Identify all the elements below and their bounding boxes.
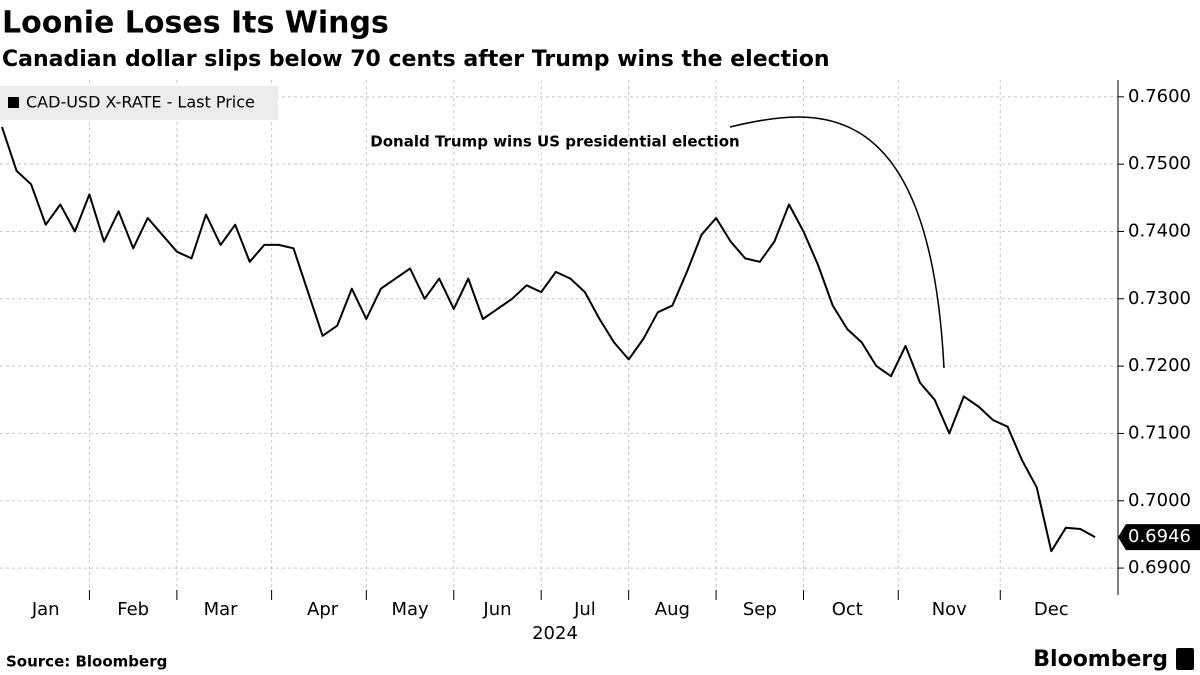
x-tick-label: May bbox=[391, 599, 429, 620]
x-tick-label: Oct bbox=[832, 599, 863, 620]
x-tick-label: Nov bbox=[932, 599, 967, 620]
legend-label: CAD-USD X-RATE - Last Price bbox=[26, 93, 255, 112]
x-tick-label: Dec bbox=[1034, 599, 1069, 620]
x-axis-label: 2024 bbox=[532, 623, 578, 644]
annotation-arrow bbox=[729, 116, 945, 369]
legend-swatch bbox=[8, 97, 19, 108]
x-tick-label: Feb bbox=[117, 599, 149, 620]
source: Source: Bloomberg bbox=[6, 653, 167, 671]
y-tick-label: 0.7400 bbox=[1128, 220, 1191, 241]
brand: Bloomberg bbox=[1033, 647, 1168, 672]
brand-icon bbox=[1176, 648, 1194, 670]
y-tick-label: 0.7300 bbox=[1128, 288, 1191, 309]
y-tick-label: 0.7000 bbox=[1128, 490, 1191, 511]
x-tick-label: Apr bbox=[307, 599, 339, 620]
annotation: Donald Trump wins US presidential electi… bbox=[370, 133, 739, 151]
last-price-tag bbox=[1118, 524, 1200, 551]
y-tick-label: 0.7200 bbox=[1128, 355, 1191, 376]
chart-title: Loonie Loses Its Wings bbox=[2, 6, 389, 41]
x-tick-label: Sep bbox=[743, 599, 777, 620]
x-tick-label: Aug bbox=[655, 599, 690, 620]
y-tick-label: 0.6900 bbox=[1128, 557, 1191, 578]
chart-subtitle: Canadian dollar slips below 70 cents aft… bbox=[2, 47, 830, 72]
legend-box bbox=[0, 86, 278, 120]
y-tick-label: 0.7100 bbox=[1128, 422, 1191, 443]
x-tick-label: Jul bbox=[573, 599, 596, 620]
y-tick-label: 0.7600 bbox=[1128, 86, 1191, 107]
x-tick-label: Jan bbox=[31, 599, 60, 620]
x-tick-label: Jun bbox=[482, 599, 511, 620]
last-price-label: 0.6946 bbox=[1128, 526, 1191, 547]
price-line bbox=[1, 126, 1096, 553]
y-tick-label: 0.7500 bbox=[1128, 153, 1191, 174]
x-tick-label: Mar bbox=[204, 599, 239, 620]
